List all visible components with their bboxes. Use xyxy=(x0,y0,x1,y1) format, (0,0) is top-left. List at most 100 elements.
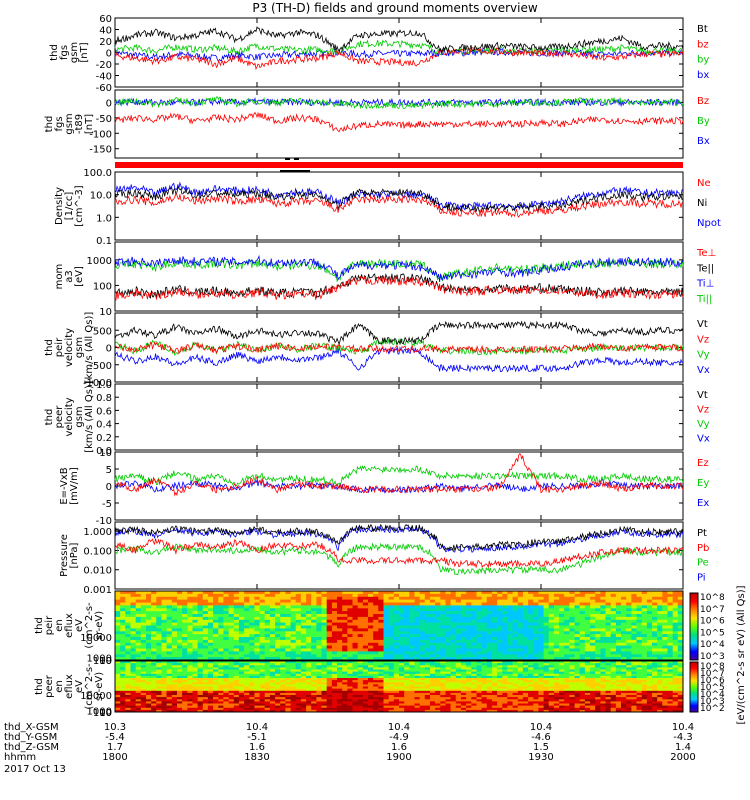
spectrogram-cell xyxy=(502,631,508,635)
spectrogram-cell xyxy=(424,596,431,601)
spectrogram-cell xyxy=(409,688,415,692)
spectrogram-cell xyxy=(213,605,219,609)
spectrogram-cell xyxy=(295,622,302,626)
spectrogram-cell xyxy=(579,657,586,661)
spectrogram-cell xyxy=(264,701,271,704)
spectrogram-cell xyxy=(151,648,157,652)
spectrogram-cell xyxy=(140,648,147,652)
spectrogram-cell xyxy=(486,678,493,681)
spectrogram-cell xyxy=(559,642,565,647)
panel-ylabel: [eV] xyxy=(74,266,85,287)
spectrogram-cell xyxy=(626,645,632,649)
spectrogram-cell xyxy=(486,680,493,683)
spectrogram-cell xyxy=(177,602,183,606)
spectrogram-cell xyxy=(455,608,462,612)
spectrogram-cell xyxy=(306,695,312,698)
spectrogram-cell xyxy=(187,692,193,696)
spectrogram-cell xyxy=(187,680,193,683)
spectrogram-cell xyxy=(471,673,477,677)
spectrogram-cell xyxy=(533,611,539,615)
spectrogram-cell xyxy=(466,680,472,683)
spectrogram-cell xyxy=(393,682,400,685)
spectrogram-cell xyxy=(486,688,493,692)
spectrogram-cell xyxy=(197,639,204,644)
spectrogram-cell xyxy=(461,608,467,612)
y-tick-label: 100 xyxy=(93,656,112,667)
spectrogram-cell xyxy=(207,619,214,624)
series-line-bx xyxy=(114,47,684,63)
spectrogram-cell xyxy=(166,619,173,624)
spectrogram-cell xyxy=(621,631,627,635)
spectrogram-cell xyxy=(502,628,508,632)
spectrogram-cell xyxy=(528,707,534,711)
spectrogram-cell xyxy=(269,667,276,670)
spectrogram-cell xyxy=(533,605,539,609)
spectrogram-cell xyxy=(491,661,498,664)
spectrogram-cell xyxy=(522,686,529,689)
spectrogram-cell xyxy=(285,611,291,615)
spectrogram-cell xyxy=(414,628,421,632)
spectrogram-cell xyxy=(337,695,343,698)
spectrogram-cell xyxy=(326,684,333,687)
spectrogram-cell xyxy=(146,645,152,649)
spectrogram-cell xyxy=(533,599,539,603)
spectrogram-cell xyxy=(486,648,493,652)
spectrogram-cell xyxy=(388,639,395,644)
spectrogram-cell xyxy=(399,614,405,618)
spectrogram-cell xyxy=(362,695,369,698)
spectrogram-cell xyxy=(125,619,131,624)
spectrogram-cell xyxy=(543,654,550,658)
panel-ylabel: gsm xyxy=(74,337,85,358)
spectrogram-cell xyxy=(182,619,188,624)
spectrogram-cell xyxy=(538,645,544,649)
spectrogram-cell xyxy=(491,599,498,603)
series-line-Vx xyxy=(114,346,684,373)
spectrogram-cell xyxy=(373,616,379,621)
spectrogram-cell xyxy=(347,616,353,621)
spectrogram-cell xyxy=(461,651,467,655)
spectrogram-cell xyxy=(269,682,276,685)
spectrogram-cell xyxy=(151,688,157,692)
spectrogram-cell xyxy=(269,611,276,615)
spectrogram-cell xyxy=(569,608,575,612)
spectrogram-cell xyxy=(146,699,152,702)
spectrogram-cell xyxy=(233,678,240,681)
spectrogram-cell xyxy=(135,675,142,679)
spectrogram-cell xyxy=(399,667,405,670)
spectrogram-cell xyxy=(409,709,415,713)
spectrogram-cell xyxy=(161,665,168,668)
spectrogram-cell xyxy=(491,682,498,685)
spectrogram-cell xyxy=(641,599,648,603)
spectrogram-cell xyxy=(306,599,312,603)
spectrogram-cell xyxy=(342,599,348,603)
spectrogram-cell xyxy=(430,667,436,670)
spectrogram-cell xyxy=(595,602,601,606)
spectrogram-cell xyxy=(342,703,348,706)
spectrogram-cell xyxy=(378,705,384,709)
spectrogram-cell xyxy=(295,619,302,624)
spectrogram-cell xyxy=(342,637,348,641)
spectrogram-cell xyxy=(259,611,266,615)
spectrogram-cell xyxy=(543,602,550,606)
spectrogram-cell xyxy=(373,665,379,668)
spectrogram-cell xyxy=(362,637,369,641)
spectrogram-cell xyxy=(368,709,374,713)
spectrogram-cell xyxy=(187,651,193,655)
spectrogram-cell xyxy=(414,634,421,638)
spectrogram-cell xyxy=(182,688,188,692)
spectrogram-cell xyxy=(543,663,550,666)
spectrogram-cell xyxy=(254,625,260,629)
spectrogram-cell xyxy=(641,622,648,626)
spectrogram-cell xyxy=(259,622,266,626)
spectrogram-cell xyxy=(543,669,550,672)
spectrogram-cell xyxy=(481,678,488,681)
spectrogram-cell xyxy=(595,645,601,649)
spectrogram-cell xyxy=(182,678,188,681)
spectrogram-cell xyxy=(187,686,193,689)
spectrogram-cell xyxy=(192,707,199,711)
spectrogram-cell xyxy=(316,682,322,685)
spectrogram-cell xyxy=(166,639,173,644)
spectrogram-cell xyxy=(125,686,131,689)
spectrogram-cell xyxy=(466,631,472,635)
spectrogram-cell xyxy=(228,602,235,606)
